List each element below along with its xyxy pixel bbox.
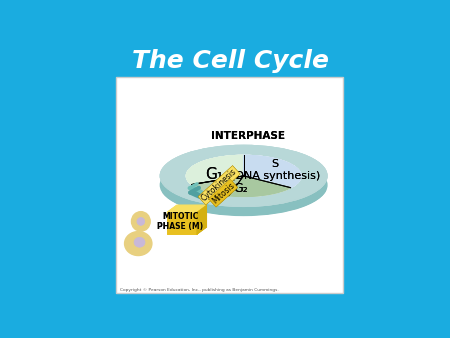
Ellipse shape	[186, 165, 301, 206]
Polygon shape	[169, 225, 176, 230]
Text: S
(DNA synthesis): S (DNA synthesis)	[231, 159, 320, 181]
Polygon shape	[163, 189, 326, 215]
Ellipse shape	[137, 218, 145, 225]
Text: S
(DNA synthesis): S (DNA synthesis)	[231, 159, 320, 181]
Text: G₁: G₁	[205, 167, 223, 182]
Text: Mitosis: Mitosis	[210, 181, 236, 206]
Text: Copyright © Pearson Education, Inc., publishing as Benjamin Cummings.: Copyright © Pearson Education, Inc., pub…	[120, 288, 279, 292]
Polygon shape	[186, 155, 243, 196]
Ellipse shape	[125, 232, 152, 256]
Text: Cytokinesis: Cytokinesis	[200, 167, 239, 203]
Polygon shape	[192, 176, 291, 196]
FancyArrowPatch shape	[190, 188, 207, 200]
Polygon shape	[167, 205, 207, 212]
Polygon shape	[243, 155, 301, 188]
Ellipse shape	[160, 145, 327, 206]
Text: Mitosis: Mitosis	[210, 181, 236, 206]
Polygon shape	[197, 205, 207, 235]
Ellipse shape	[131, 212, 150, 231]
Polygon shape	[192, 176, 243, 196]
Ellipse shape	[160, 154, 327, 215]
FancyBboxPatch shape	[116, 77, 342, 293]
Text: G₂: G₂	[233, 182, 248, 195]
Polygon shape	[192, 176, 243, 196]
Polygon shape	[243, 155, 301, 188]
Polygon shape	[167, 212, 197, 235]
Ellipse shape	[134, 237, 145, 247]
Polygon shape	[192, 176, 243, 196]
Ellipse shape	[186, 155, 301, 196]
Polygon shape	[186, 155, 243, 196]
Ellipse shape	[160, 145, 327, 206]
Polygon shape	[167, 212, 197, 235]
Text: The Cell Cycle: The Cell Cycle	[132, 49, 329, 73]
Text: G₂: G₂	[233, 182, 248, 195]
Polygon shape	[243, 155, 301, 188]
Ellipse shape	[186, 155, 301, 196]
Text: INTERPHASE: INTERPHASE	[211, 131, 284, 141]
FancyArrowPatch shape	[189, 184, 207, 196]
Polygon shape	[167, 205, 207, 212]
Text: MITOTIC
PHASE (M): MITOTIC PHASE (M)	[157, 212, 203, 231]
Polygon shape	[197, 205, 207, 235]
Ellipse shape	[160, 145, 327, 206]
Text: Cytokinesis: Cytokinesis	[200, 167, 239, 203]
Polygon shape	[192, 176, 291, 196]
Text: G₁: G₁	[205, 167, 223, 182]
Polygon shape	[186, 155, 243, 196]
Text: MITOTIC
PHASE (M): MITOTIC PHASE (M)	[157, 212, 203, 231]
Text: INTERPHASE: INTERPHASE	[211, 131, 284, 141]
Polygon shape	[192, 176, 291, 196]
Ellipse shape	[186, 155, 301, 196]
